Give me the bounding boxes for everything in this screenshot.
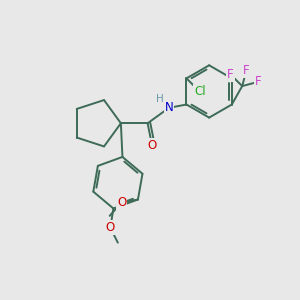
Text: O: O: [117, 196, 126, 209]
Text: Cl: Cl: [194, 85, 206, 98]
Text: O: O: [106, 221, 115, 234]
Text: H: H: [156, 94, 164, 104]
Text: O: O: [148, 139, 157, 152]
Text: F: F: [227, 68, 234, 81]
Text: F: F: [255, 75, 261, 88]
Text: N: N: [165, 101, 173, 114]
Text: F: F: [243, 64, 250, 77]
